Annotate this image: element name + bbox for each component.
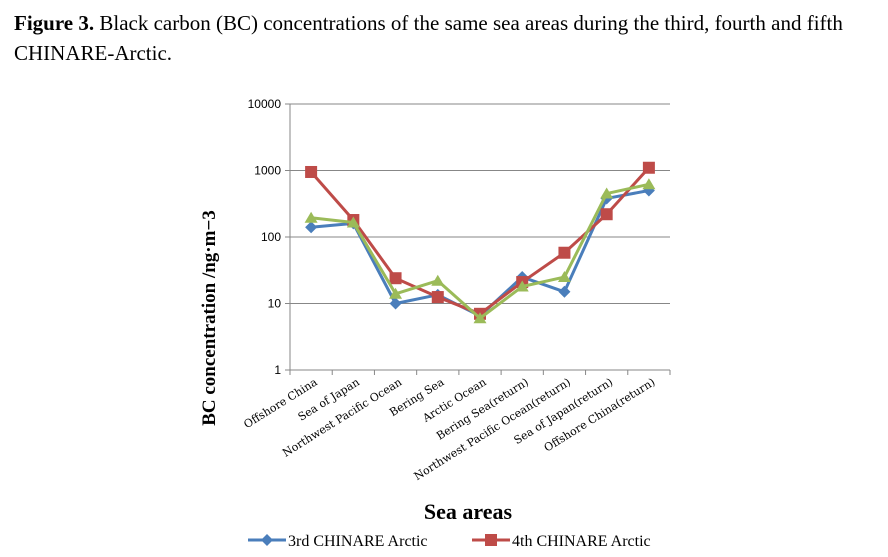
series-line xyxy=(309,182,651,320)
legend: 3rd CHINARE Arctic 4th CHINARE Arctic xyxy=(248,533,651,550)
series-2 xyxy=(305,161,655,320)
y-tick-label: 1 xyxy=(274,363,281,377)
data-point-diamond xyxy=(389,297,402,310)
legend-label: 4th CHINARE Arctic xyxy=(512,533,651,550)
series-3 xyxy=(304,178,656,324)
data-point-triangle xyxy=(557,271,571,283)
y-tick-label: 10000 xyxy=(248,97,282,111)
figure-caption-text: Black carbon (BC) concentrations of the … xyxy=(14,11,843,65)
data-point-square xyxy=(389,272,402,285)
data-point-triangle xyxy=(642,178,656,190)
axes xyxy=(285,103,671,375)
y-tick-label: 10 xyxy=(268,297,282,311)
legend-item: 3rd CHINARE Arctic xyxy=(248,533,428,550)
data-point-triangle xyxy=(473,312,487,324)
data-point-diamond xyxy=(558,285,571,298)
data-point-triangle xyxy=(515,280,529,292)
data-point-square xyxy=(642,161,655,174)
y-tick-label: 100 xyxy=(261,230,281,244)
data-point-square xyxy=(485,534,497,546)
x-axis-label: Sea areas xyxy=(424,499,513,524)
grid-lines xyxy=(290,103,670,371)
data-point-square xyxy=(558,246,571,259)
data-point-triangle xyxy=(304,211,318,223)
data-point-diamond xyxy=(261,534,273,546)
data-point-square xyxy=(431,291,444,304)
legend-label: 3rd CHINARE Arctic xyxy=(288,533,428,550)
y-tick-label: 1000 xyxy=(254,164,281,178)
figure-caption: Figure 3. Black carbon (BC) concentratio… xyxy=(14,8,876,68)
data-point-triangle xyxy=(389,287,403,299)
data-point-diamond xyxy=(305,221,318,234)
data-point-square xyxy=(305,165,318,178)
data-point-triangle xyxy=(431,274,445,286)
data-point-triangle xyxy=(600,187,614,199)
legend-item: 4th CHINARE Arctic xyxy=(472,533,651,550)
x-tick-label: Offshore China xyxy=(241,375,320,431)
data-point-triangle xyxy=(346,216,360,228)
series-lines xyxy=(304,161,656,324)
figure-label: Figure 3. xyxy=(14,11,95,35)
y-axis-label: BC concentration /ng·m−3 xyxy=(199,210,220,426)
y-tick-labels: 1 10 100 1000 10000 xyxy=(248,97,282,377)
data-point-square xyxy=(600,208,613,221)
